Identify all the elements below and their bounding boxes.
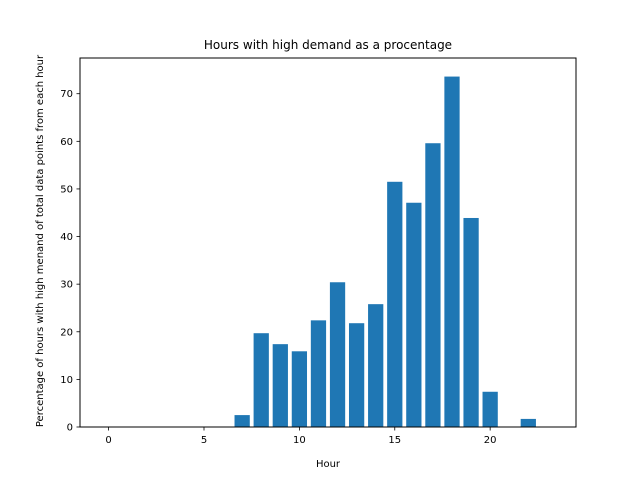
bar-hour-22 (520, 418, 536, 427)
x-tick-label: 0 (105, 435, 111, 446)
y-tick-label: 20 (60, 327, 73, 338)
y-tick-label: 40 (60, 232, 73, 243)
y-tick-label: 70 (60, 89, 73, 100)
y-tick-label: 60 (60, 137, 73, 148)
bars-group (234, 76, 536, 427)
y-tick-label: 50 (60, 184, 73, 195)
bar-hour-8 (253, 333, 269, 427)
bar-hour-15 (387, 181, 403, 427)
y-tick-label: 30 (60, 280, 73, 291)
bar-hour-17 (425, 143, 441, 427)
y-axis-ticks: 0 10 20 30 40 50 60 70 (60, 89, 80, 434)
x-axis-ticks: 0 5 10 15 20 (105, 427, 497, 446)
plot-frame (79, 57, 577, 428)
bar-hour-11 (310, 320, 327, 427)
bar-hour-10 (291, 351, 308, 427)
x-tick-label: 20 (484, 435, 497, 446)
y-tick-label: 10 (60, 375, 73, 386)
x-tick-label: 15 (388, 435, 401, 446)
bar-hour-18 (444, 76, 460, 427)
chart-title: Hours with high demand as a procentage (204, 38, 452, 52)
bar-hour-19 (463, 217, 479, 427)
x-tick-label: 10 (293, 435, 306, 446)
bar-hour-14 (368, 304, 384, 427)
x-axis-label: Hour (316, 459, 341, 470)
bar-hour-20 (482, 391, 498, 427)
bar-hour-13 (348, 323, 365, 427)
bar-hour-7 (234, 415, 250, 427)
x-tick-label: 5 (201, 435, 207, 446)
y-axis-label: Percentage of hours with high menand of … (35, 54, 46, 427)
bar-hour-12 (329, 282, 346, 427)
bar-hour-9 (272, 344, 288, 427)
y-tick-label: 0 (67, 423, 73, 434)
bar-hour-16 (406, 202, 422, 427)
